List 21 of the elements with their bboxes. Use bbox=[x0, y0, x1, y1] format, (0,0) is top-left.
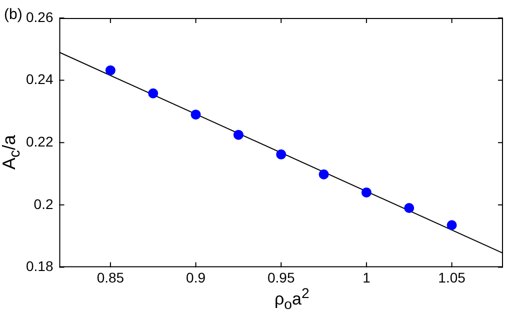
y-tick-label: 0.26 bbox=[26, 8, 54, 25]
x-tick-label: 1 bbox=[362, 269, 371, 286]
point bbox=[404, 203, 414, 214]
y-tick-label: 0.18 bbox=[26, 258, 54, 274]
x-tick-label: 0.85 bbox=[96, 269, 124, 286]
point bbox=[361, 187, 372, 198]
point bbox=[190, 110, 201, 120]
point bbox=[276, 149, 286, 160]
x-axis-title: ρ$_{o}$a$^{2}$ bbox=[274, 286, 310, 314]
x-tick-label: 0.95 bbox=[268, 269, 295, 286]
point bbox=[446, 220, 457, 230]
text: (b) bbox=[4, 6, 22, 23]
point bbox=[148, 88, 158, 98]
x-tick-label: 0.9 bbox=[186, 269, 206, 286]
y-tick-label: 0.22 bbox=[26, 133, 54, 150]
point bbox=[318, 169, 329, 180]
y-tick-label: 0.24 bbox=[26, 71, 54, 88]
point bbox=[105, 65, 116, 76]
point bbox=[233, 130, 244, 140]
y-tick-label: 0.2 bbox=[34, 196, 54, 212]
x-tick-label: 1.05 bbox=[438, 269, 466, 286]
